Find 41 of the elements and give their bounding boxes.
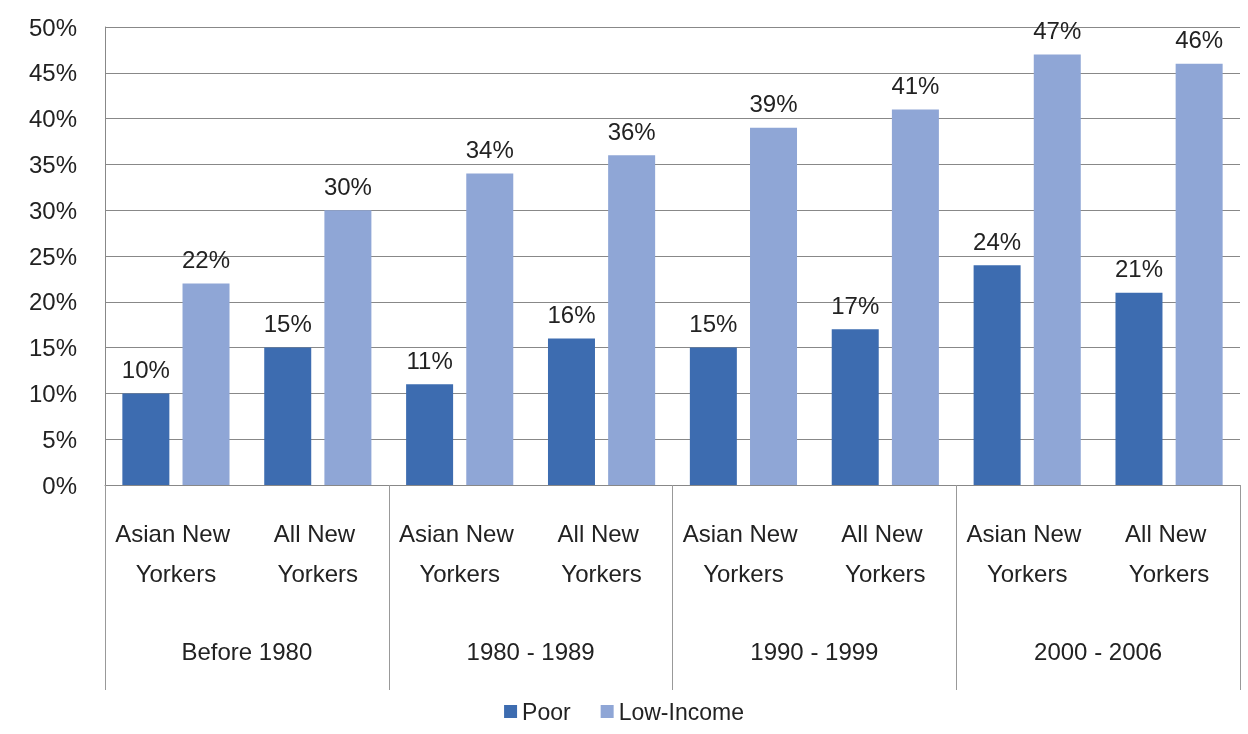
text: 2000 - 2006 (1034, 637, 1163, 665)
legend-label: Low-Income (618, 698, 744, 725)
data-label: 46% (1175, 26, 1224, 54)
y-tick-label: 30% (28, 196, 77, 224)
data-label: 47% (1033, 16, 1082, 44)
data-label: 30% (323, 172, 372, 200)
data-label: 11% (406, 346, 453, 374)
y-tick-label: 0% (42, 471, 77, 499)
x-tick-label: All New Yorkers (1125, 519, 1214, 587)
data-label: 24% (973, 227, 1022, 255)
x-tick-label: All New Yorkers (273, 519, 362, 587)
x-tick-label: Asian New Yorkers (682, 519, 805, 587)
text: 1990 - 1999 (750, 637, 879, 665)
data-label: 39% (749, 90, 798, 118)
data-label: 10% (121, 355, 170, 383)
y-tick-label: 50% (28, 13, 77, 41)
text: 1980 - 1989 (466, 637, 595, 665)
legend-label: Poor (522, 698, 571, 725)
x-tick-label: All New Yorkers (841, 519, 930, 587)
y-tick-label: 10% (28, 379, 77, 407)
x-tick-label: Asian New Yorkers (966, 519, 1088, 587)
x-tick-label: All New Yorkers (557, 519, 646, 587)
y-tick-label: 40% (28, 105, 77, 133)
data-label: 36% (607, 117, 656, 145)
data-label: 21% (1114, 255, 1164, 283)
y-tick-label: 25% (28, 242, 77, 270)
data-label: 17% (831, 291, 880, 319)
data-label: 41% (891, 71, 940, 99)
y-tick-label: 20% (28, 288, 77, 316)
data-label: 15% (263, 310, 312, 338)
data-label: 16% (547, 300, 596, 328)
data-label: 34% (465, 136, 514, 164)
y-tick-label: 35% (28, 150, 77, 178)
y-tick-label: 5% (42, 425, 77, 453)
data-label: 15% (689, 310, 738, 338)
data-label: 22% (181, 245, 231, 273)
y-tick-label: 15% (28, 334, 77, 362)
y-tick-label: 45% (28, 59, 77, 87)
text: Before 1980 (181, 637, 313, 665)
x-tick-label: Asian New Yorkers (398, 519, 521, 587)
x-tick-label: Asian New Yorkers (115, 519, 237, 587)
